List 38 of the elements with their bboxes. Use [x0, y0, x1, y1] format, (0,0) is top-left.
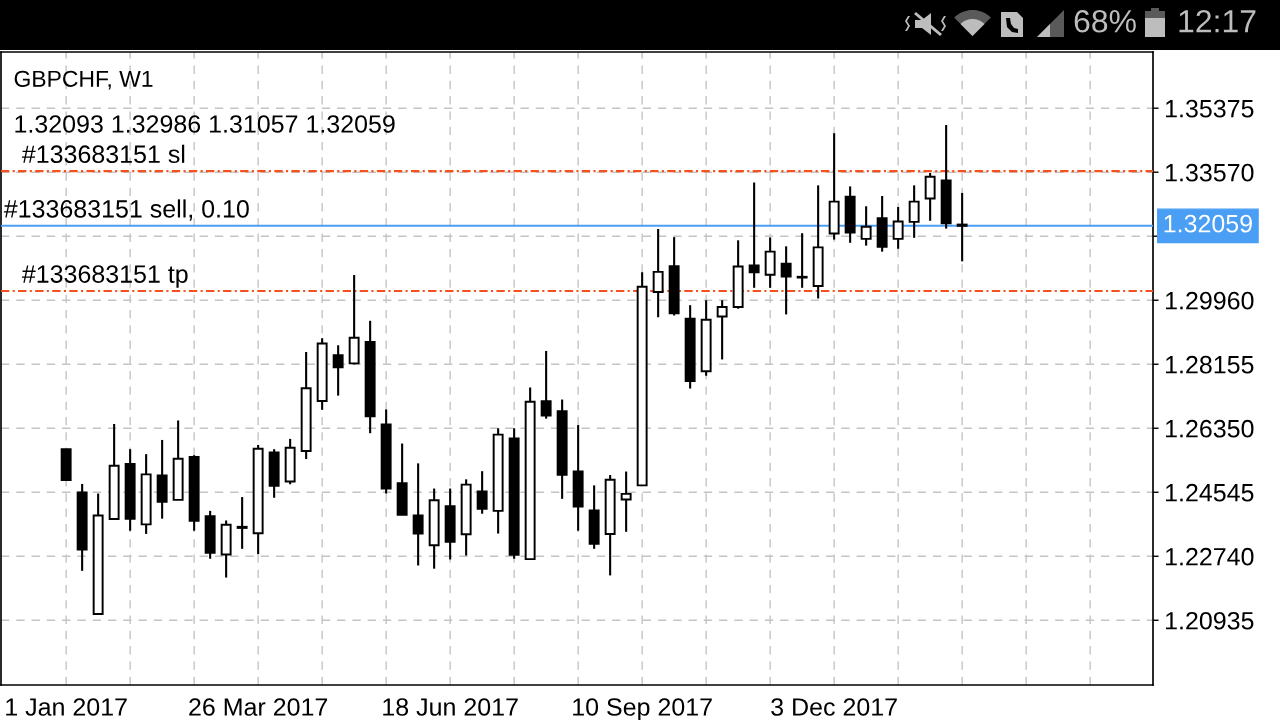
y-tick-label: 1.24545 [1166, 483, 1254, 502]
y-tick-label: 1.29960 [1166, 291, 1254, 310]
y-tick-label: 1.28155 [1166, 355, 1254, 374]
candlestick [716, 299, 728, 361]
candlestick [892, 205, 904, 250]
ref-line-label: #133683151 sell, 0.10 [3, 199, 249, 221]
y-tick-label: 1.22740 [1166, 547, 1254, 566]
text: GBPCHF, W1 [14, 70, 153, 90]
x-tick-label: 3 Dec 2017 [771, 698, 897, 716]
candlestick [924, 171, 936, 222]
ref-line-label: #133683151 tp [21, 265, 188, 288]
y-tick-label: 1.33570 [1166, 163, 1254, 182]
y-tick-label: 1.20935 [1166, 611, 1254, 630]
candlestick [332, 344, 344, 397]
y-tick-label: 1.26350 [1166, 419, 1254, 438]
x-tick-label: 1 Jan 2017 [6, 698, 127, 716]
candlestick [796, 232, 808, 289]
candlestick [780, 245, 792, 316]
candlestick [540, 349, 552, 420]
candlestick [956, 191, 968, 263]
x-tick-label: 10 Sep 2017 [573, 698, 712, 720]
candlestick [748, 181, 760, 289]
candlestick [764, 236, 776, 289]
candlestick [860, 205, 872, 247]
candlestick [236, 496, 248, 550]
candlestick [652, 227, 664, 319]
ref-line-label: #133683151 sl [21, 144, 185, 164]
text: 1.32059 [1164, 214, 1252, 233]
text: 68% [1074, 9, 1136, 33]
candlestick [908, 184, 920, 239]
text: 1.32093 1.32986 1.31057 1.32059 [15, 115, 395, 133]
candlestick [620, 470, 632, 533]
y-tick-label: 1.35375 [1166, 99, 1254, 118]
x-tick-label: 18 Jun 2017 [383, 698, 518, 716]
text: 12:17 [1179, 9, 1256, 33]
candlestick [476, 470, 488, 515]
candlestick [412, 462, 424, 567]
x-tick-label: 26 Mar 2017 [189, 698, 328, 716]
